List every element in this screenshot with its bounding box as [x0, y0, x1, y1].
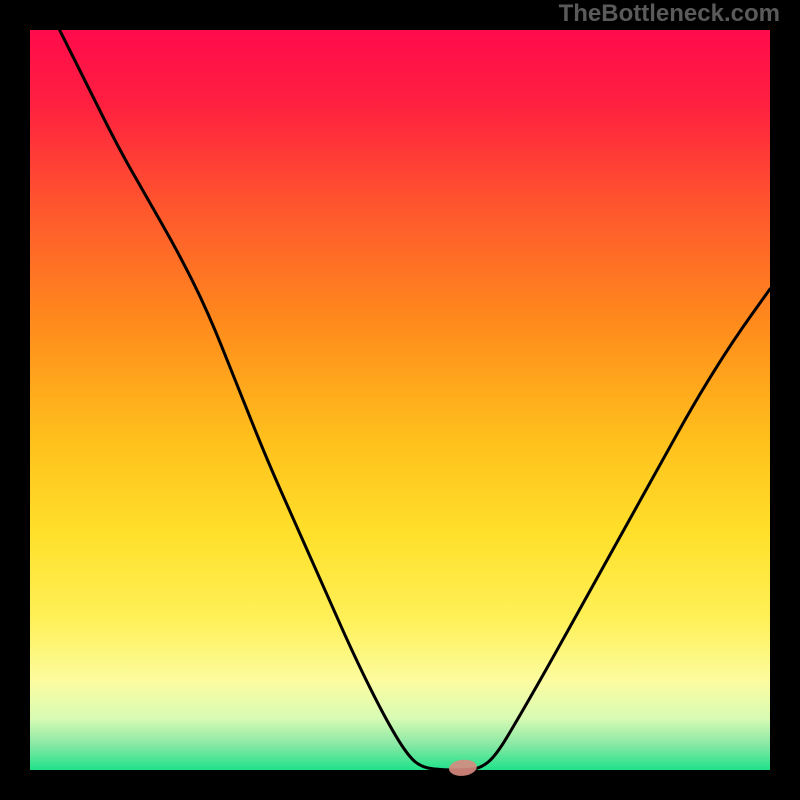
plot-gradient	[30, 30, 770, 770]
watermark-text: TheBottleneck.com	[559, 0, 780, 28]
